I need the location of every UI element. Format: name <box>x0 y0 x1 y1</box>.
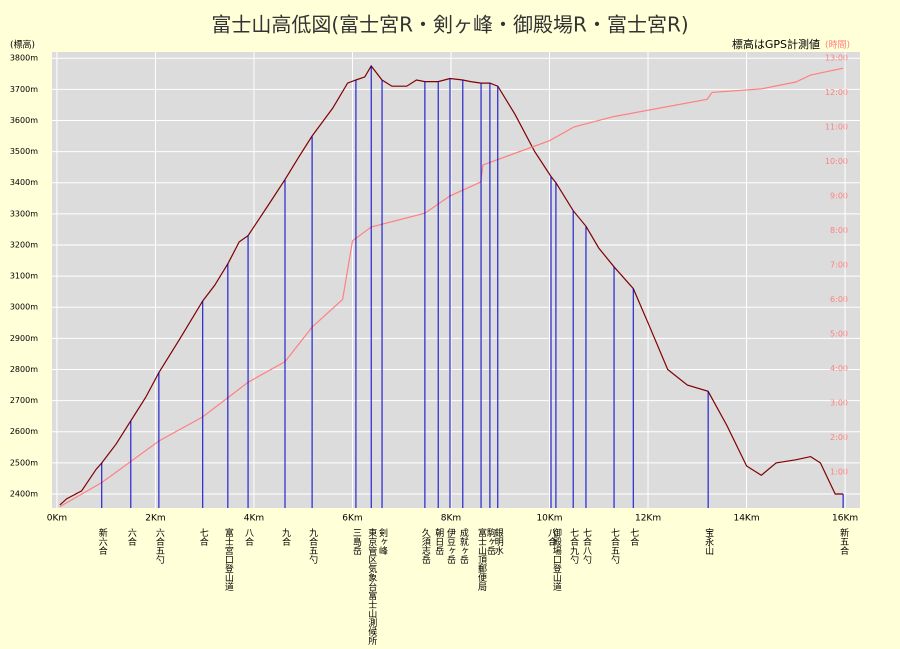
chart-title: 富士山高低図(富士宮R・剣ヶ峰・御殿場R・富士宮R) <box>211 13 688 37</box>
y2-tick-label: 7:00 <box>830 260 848 269</box>
x-tick-label: 6Km <box>342 514 362 524</box>
y-tick-label: 3500m <box>10 147 38 156</box>
y-tick-label: 3300m <box>10 209 38 218</box>
station-label: 七合五勺 <box>609 528 620 565</box>
y-tick-label: 2700m <box>10 396 38 405</box>
y2-tick-label: 13:00 <box>825 53 848 62</box>
y-tick-label: 2800m <box>10 365 38 374</box>
station-label: 七合 <box>198 528 209 547</box>
station-label: 八合 <box>546 528 557 547</box>
station-label: 宝永山 <box>703 527 714 555</box>
y-tick-label: 3600m <box>10 116 38 125</box>
note: 標高はGPS計測値 <box>732 37 820 51</box>
station-label: 駒ヶ岳 <box>485 527 496 556</box>
station-label: 六合 <box>126 527 137 547</box>
station-label: 三島岳 <box>351 528 362 556</box>
y2-tick-label: 6:00 <box>830 295 848 304</box>
station-label: 東京管区気象台富士山測候所 <box>366 527 377 646</box>
y2-tick-label: 10:00 <box>825 157 848 166</box>
station-label: 七合八勺 <box>581 528 592 565</box>
x-tick-label: 12Km <box>635 514 661 524</box>
y2-axis-title: (時間) <box>825 40 850 51</box>
station-label: 富士宮口登山道 <box>223 527 234 592</box>
station-label: 新五合 <box>838 527 849 556</box>
station-label: 御殿場口登山道 <box>551 527 562 592</box>
y-tick-label: 3200m <box>10 240 38 249</box>
x-tick-label: 10Km <box>536 514 562 524</box>
y-tick-label: 2600m <box>10 427 38 436</box>
station-label: 富士山頂郵便局 <box>476 527 487 592</box>
y-tick-label: 3700m <box>10 85 38 94</box>
y-tick-label: 3400m <box>10 178 38 187</box>
station-label: 朝日岳 <box>433 528 444 556</box>
y-tick-label: 3000m <box>10 303 38 312</box>
station-label: 八合 <box>243 528 254 547</box>
y2-tick-label: 11:00 <box>825 122 848 131</box>
x-tick-label: 0Km <box>47 514 67 524</box>
y2-tick-label: 5:00 <box>830 330 848 339</box>
y-tick-label: 3100m <box>10 272 38 281</box>
y2-tick-label: 8:00 <box>830 226 848 235</box>
station-label: 剣ヶ峰 <box>377 528 388 555</box>
y-tick-label: 2400m <box>10 489 38 498</box>
y2-tick-label: 1:00 <box>830 468 848 477</box>
station-label: 七合 <box>628 528 639 547</box>
y2-tick-label: 2:00 <box>830 433 848 442</box>
station-label: 久須志岳 <box>420 527 431 565</box>
x-tick-label: 14Km <box>733 514 759 524</box>
station-label: 九合 <box>280 528 291 547</box>
station-label: 成就ヶ岳 <box>458 527 469 565</box>
y-tick-label: 2500m <box>10 458 38 467</box>
x-tick-label: 16Km <box>832 514 858 524</box>
y2-tick-label: 12:00 <box>825 88 848 97</box>
station-label: 九合五勺 <box>307 528 318 565</box>
station-label: 新六合 <box>97 527 108 556</box>
y-tick-label: 2900m <box>10 334 38 343</box>
station-label: 銀明水 <box>493 527 504 555</box>
y-tick-label: 3800m <box>10 54 38 63</box>
y2-tick-label: 9:00 <box>830 191 848 200</box>
station-label: 伊豆ヶ岳 <box>445 527 456 565</box>
y-axis-title: (標高) <box>10 39 35 51</box>
x-tick-label: 2Km <box>145 514 165 524</box>
y2-tick-label: 4:00 <box>830 364 848 373</box>
station-label: 七合九勺 <box>568 528 579 565</box>
y2-tick-label: 3:00 <box>830 399 848 408</box>
data-line <box>59 64 844 506</box>
station-label: 六合五勺 <box>154 527 165 565</box>
x-tick-label: 8Km <box>441 514 461 524</box>
x-tick-label: 4Km <box>244 514 264 524</box>
